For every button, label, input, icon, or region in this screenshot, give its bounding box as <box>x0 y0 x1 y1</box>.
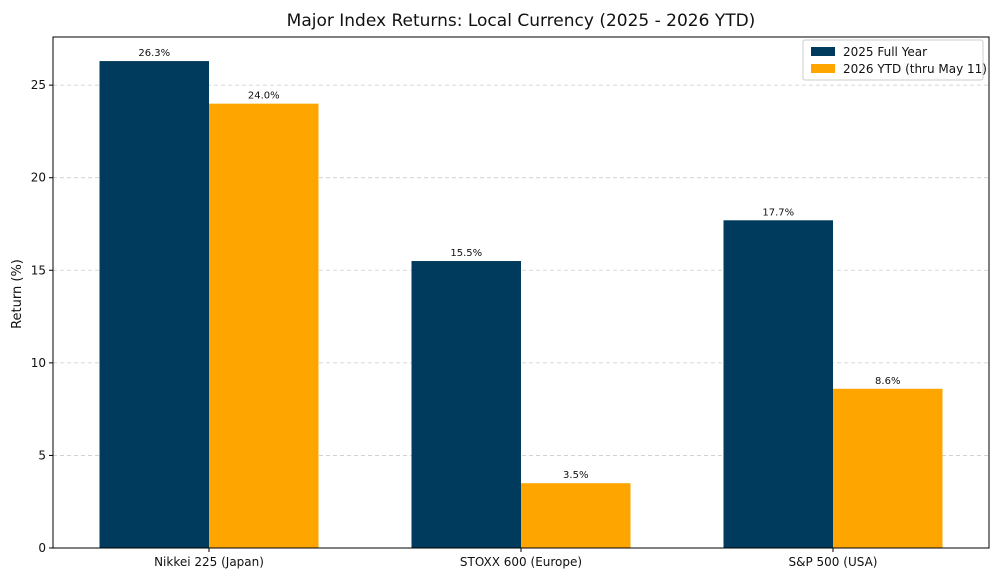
y-axis-ticks: 0 5 10 15 20 25 <box>31 78 53 555</box>
legend: 2025 Full Year 2026 YTD (thru May 11) <box>802 39 987 81</box>
y-tick-label: 0 <box>38 541 46 555</box>
bar-2026-ytd-1 <box>521 483 631 548</box>
y-tick-label: 10 <box>31 356 46 370</box>
data-label: 3.5% <box>563 470 588 481</box>
chart-title: Major Index Returns: Local Currency (202… <box>287 11 756 31</box>
x-tick-label: Nikkei 225 (Japan) <box>154 555 264 569</box>
data-label: 8.6% <box>875 376 900 387</box>
data-label: 24.0% <box>248 91 280 102</box>
y-tick-label: 20 <box>31 171 46 185</box>
data-label: 26.3% <box>138 48 170 59</box>
legend-label-2025-full-year: 2025 Full Year <box>843 45 927 59</box>
bar-2026-ytd-0 <box>209 103 319 549</box>
legend-swatch-2025-full-year <box>811 47 835 56</box>
data-labels: 26.3% 24.0% 15.5% 3.5% 17.7% 8.6% <box>138 48 900 481</box>
data-label: 17.7% <box>762 207 794 218</box>
x-tick-label: S&P 500 (USA) <box>789 555 878 569</box>
bars <box>99 61 943 549</box>
legend-swatch-2026-ytd <box>811 64 835 73</box>
y-axis-label: Return (%) <box>10 259 25 329</box>
bar-2026-ytd-2 <box>833 388 943 548</box>
legend-box <box>802 39 984 81</box>
bar-2025-full-year-0 <box>99 61 209 548</box>
y-tick-label: 25 <box>31 78 46 92</box>
x-axis-ticks: Nikkei 225 (Japan) STOXX 600 (Europe) S&P … <box>154 548 877 569</box>
data-label: 15.5% <box>450 248 482 259</box>
bar-2025-full-year-2 <box>723 220 833 549</box>
y-tick-label: 15 <box>31 263 46 277</box>
legend-label-2026-ytd: 2026 YTD (thru May 11) <box>843 62 987 76</box>
y-tick-label: 5 <box>38 448 46 462</box>
bar-2025-full-year-1 <box>411 261 521 548</box>
x-tick-label: STOXX 600 (Europe) <box>460 555 582 569</box>
